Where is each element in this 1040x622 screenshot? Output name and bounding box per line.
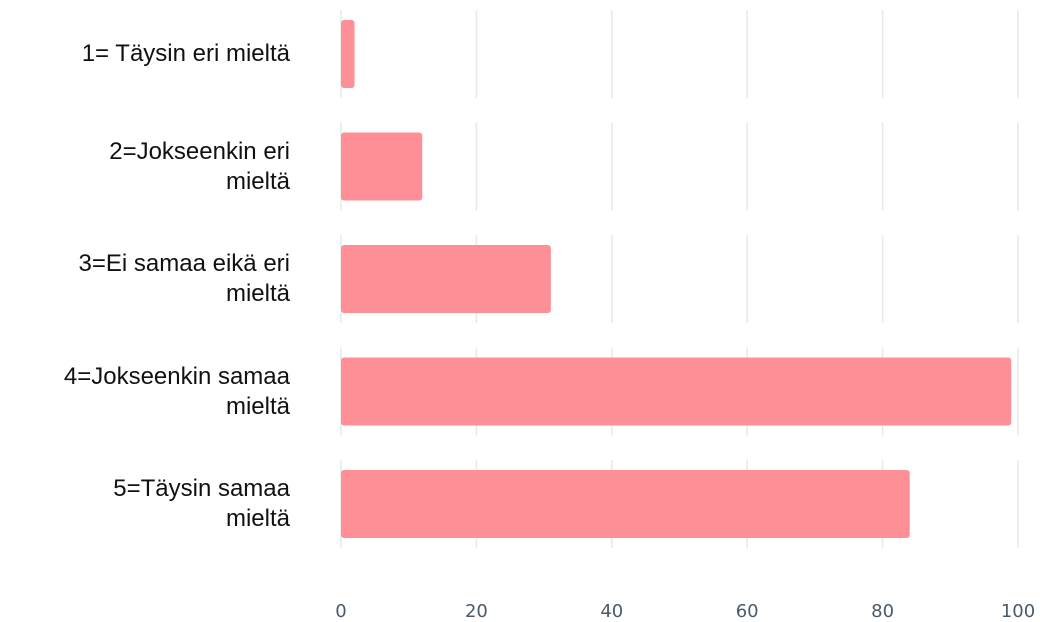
category-label: 2=Jokseenkin eri mieltä: [10, 137, 290, 197]
category-label-line: 1= Täysin eri mieltä: [81, 40, 290, 67]
bar: [341, 20, 355, 88]
band-gap: [336, 210, 1023, 235]
category-label-line: 3=Ei samaa eikä eri: [78, 250, 290, 277]
grid-lines: [336, 10, 1023, 548]
category-label: 3=Ei samaa eikä eri mieltä: [10, 249, 290, 309]
band-gap: [336, 435, 1023, 460]
bar: [341, 132, 423, 201]
bar: [341, 470, 910, 538]
band-gap: [336, 98, 1023, 123]
category-label: 5=Täysin samaa mieltä: [10, 474, 290, 534]
band-gap: [336, 323, 1023, 348]
x-tick-label: 100: [1001, 601, 1035, 622]
category-label-line: 4=Jokseenkin samaa: [63, 362, 290, 390]
category-label: 1= Täysin eri mieltä: [10, 39, 290, 69]
x-tick-label: 0: [335, 601, 346, 622]
bar: [341, 245, 551, 313]
bars: [341, 20, 1012, 538]
category-label-line: 2=Jokseenkin eri: [109, 137, 290, 165]
category-label: 4=Jokseenkin samaa mieltä: [10, 362, 290, 422]
x-tick-label: 40: [600, 601, 623, 622]
x-tick-label: 20: [465, 601, 488, 622]
bar: [341, 357, 1012, 426]
category-label-line: mieltä: [225, 280, 290, 307]
x-tick-label: 60: [736, 601, 759, 622]
x-axis-ticks: 0 20 40 60 80 100: [335, 601, 1035, 622]
category-label-line: 5=Täysin samaa: [113, 475, 290, 502]
category-label-line: mieltä: [225, 505, 290, 532]
category-label-line: mieltä: [225, 167, 290, 195]
category-label-line: mieltä: [225, 392, 290, 420]
x-tick-label: 80: [871, 601, 894, 622]
